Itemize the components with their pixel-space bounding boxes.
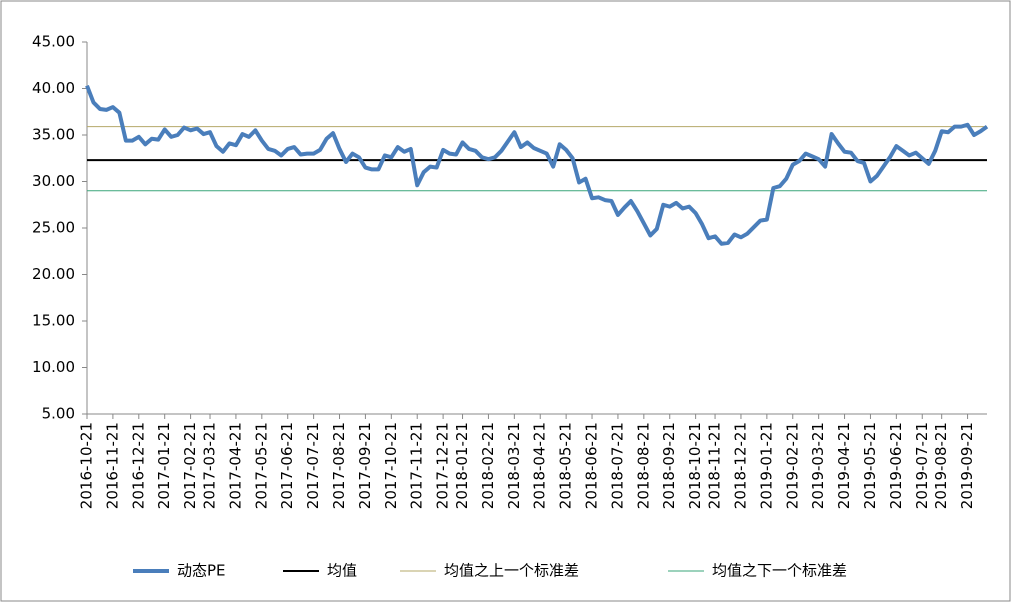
x-tick-label: 2018-06-21 (583, 422, 601, 509)
x-tick-label: 2017-09-21 (356, 422, 374, 509)
x-tick-label: 2018-04-21 (531, 422, 549, 509)
x-tick-label: 2018-05-21 (557, 422, 575, 509)
y-tick-label: 15.00 (32, 312, 75, 330)
x-tick-label: 2019-01-21 (757, 422, 775, 509)
x-tick-label: 2019-02-21 (783, 422, 801, 509)
data-line (85, 84, 989, 246)
x-tick-label: 2017-08-21 (330, 422, 348, 509)
x-tick-label: 2018-02-21 (479, 422, 497, 509)
x-tick-label: 2017-11-21 (408, 422, 426, 509)
legend-label: 均值之上一个标准差 (444, 562, 579, 580)
y-tick-label: 20.00 (32, 265, 75, 283)
y-tick-label: 45.00 (32, 33, 75, 51)
x-tick-label: 2018-09-21 (660, 422, 678, 509)
x-tick-label: 2017-02-21 (181, 422, 199, 509)
x-tick-label: 2017-07-21 (304, 422, 322, 509)
x-tick-label: 2017-10-21 (382, 422, 400, 509)
x-tick-label: 2018-11-21 (706, 422, 724, 509)
x-tick-label: 2019-07-21 (913, 422, 931, 509)
x-tick-label: 2018-12-21 (731, 422, 749, 509)
x-tick-label: 2018-08-21 (634, 422, 652, 509)
y-tick-label: 40.00 (32, 79, 75, 97)
legend-label: 均值 (327, 562, 357, 580)
x-tick-label: 2019-03-21 (809, 422, 827, 509)
x-tick-label: 2019-05-21 (861, 422, 879, 509)
x-tick-label: 2017-05-21 (252, 422, 270, 509)
x-tick-label: 2019-04-21 (835, 422, 853, 509)
x-tick-label: 2018-10-21 (686, 422, 704, 509)
x-tick-label: 2017-01-21 (155, 422, 173, 509)
legend-label: 动态PE (177, 562, 226, 580)
x-tick-label: 2016-12-21 (129, 422, 147, 509)
y-tick-label: 25.00 (32, 219, 75, 237)
y-tick-label: 5.00 (42, 405, 75, 423)
x-tick-label: 2016-10-21 (78, 422, 96, 509)
x-tick-label: 2016-11-21 (103, 422, 121, 509)
y-tick-label: 10.00 (32, 358, 75, 376)
legend-label: 均值之下一个标准差 (712, 562, 847, 580)
x-tick-label: 2019-09-21 (958, 422, 976, 509)
x-tick-label: 2018-01-21 (453, 422, 471, 509)
x-tick-label: 2018-07-21 (608, 422, 626, 509)
y-tick-label: 35.00 (32, 126, 75, 144)
x-tick-label: 2019-06-21 (887, 422, 905, 509)
x-tick-label: 2018-03-21 (505, 422, 523, 509)
x-tick-label: 2019-08-21 (932, 422, 950, 509)
x-tick-label: 2017-04-21 (226, 422, 244, 509)
x-tick-label: 2017-03-21 (201, 422, 219, 509)
x-tick-label: 2017-06-21 (278, 422, 296, 509)
y-tick-label: 30.00 (32, 172, 75, 190)
x-tick-label: 2017-12-21 (434, 422, 452, 509)
